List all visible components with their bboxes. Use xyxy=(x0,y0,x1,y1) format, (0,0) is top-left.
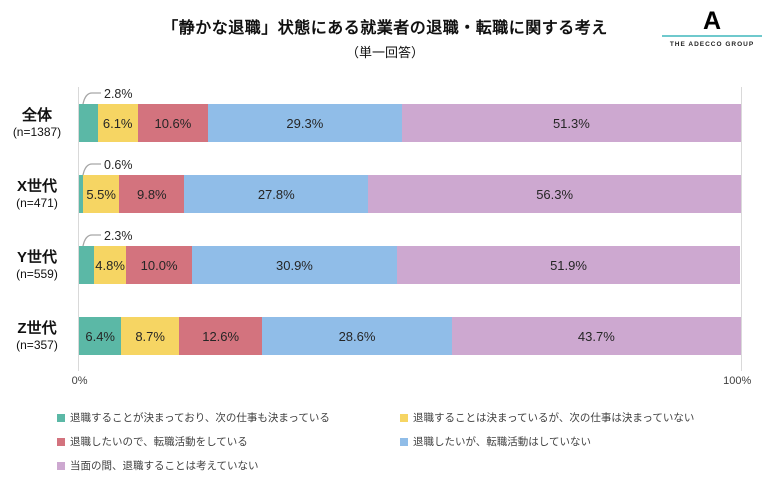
plot-area: 全体 (n=1387) 6.1% 10.6% 29.3% 51.3% 2.8% X世代 (n=4… xyxy=(13,87,742,371)
stacked-bar: 6.4% 8.7% 12.6% 28.6% 43.7% xyxy=(79,317,741,355)
bar-segment xyxy=(79,104,98,142)
bar-segment: 51.3% xyxy=(401,104,742,142)
legend-swatch xyxy=(400,438,408,446)
bar-segment: 28.6% xyxy=(262,317,452,355)
bar-segment: 6.1% xyxy=(97,104,138,142)
bar-segment: 43.7% xyxy=(451,317,741,355)
bar-segment: 12.6% xyxy=(178,317,263,355)
logo-wordmark: THE ADECCO GROUP xyxy=(669,41,755,48)
chart-subtitle: （単一回答） xyxy=(345,45,424,60)
legend-swatch xyxy=(57,414,65,422)
bar-segment: 10.6% xyxy=(137,104,208,142)
bar-segment xyxy=(79,175,83,213)
adecco-a-icon: A xyxy=(702,7,722,35)
legend-item: 退職することが決まっており、次の仕事も決まっている xyxy=(57,411,400,425)
bar-segment: 51.9% xyxy=(396,246,741,284)
adecco-logo: A THE ADECCO GROUP xyxy=(662,8,762,48)
category-n: (n=559) xyxy=(16,266,58,281)
bar-segment xyxy=(79,246,95,284)
legend-item: 退職したいので、転職活動をしている xyxy=(57,435,400,449)
category-label: Z世代 (n=357) xyxy=(0,314,74,358)
bar-row: Z世代 (n=357) 6.4% 8.7% 12.6% 28.6% 43.7% xyxy=(16,300,741,371)
bar-row: X世代 (n=471) 5.5% 9.8% 27.8% 56.3% 0.6% xyxy=(16,158,741,229)
callout-leader-line xyxy=(82,234,101,246)
bar-segment: 4.8% xyxy=(94,246,126,284)
bar-segment: 56.3% xyxy=(368,175,741,213)
category-label: Y世代 (n=559) xyxy=(0,243,74,287)
legend-swatch xyxy=(400,414,408,422)
legend-label: 当面の間、退職することは考えていない xyxy=(70,460,259,472)
x-axis-max-label: 100% xyxy=(723,375,752,387)
category-n: (n=357) xyxy=(16,337,58,352)
callout-value: 2.8% xyxy=(104,87,133,101)
legend-label: 退職することが決まっており、次の仕事も決まっている xyxy=(70,412,330,424)
category-name: Z世代 xyxy=(17,319,57,337)
bar-row: Y世代 (n=559) 4.8% 10.0% 30.9% 51.9% 2.3% xyxy=(16,229,741,300)
bar-row: 全体 (n=1387) 6.1% 10.6% 29.3% 51.3% 2.8% xyxy=(13,87,742,158)
bar-segment: 29.3% xyxy=(207,104,402,142)
legend: 退職することが決まっており、次の仕事も決まっている 退職することは決まっているが、… xyxy=(57,411,755,473)
bar-segment: 27.8% xyxy=(184,175,369,213)
legend-swatch xyxy=(57,462,65,470)
callout-value: 0.6% xyxy=(104,158,133,172)
category-label: 全体 (n=1387) xyxy=(0,101,74,145)
legend-label: 退職したいので、転職活動をしている xyxy=(70,436,248,448)
category-n: (n=1387) xyxy=(12,124,62,139)
logo-divider-line xyxy=(662,35,762,37)
bar-segment: 8.7% xyxy=(121,317,179,355)
stacked-bar-chart: 全体 (n=1387) 6.1% 10.6% 29.3% 51.3% 2.8% X世代 (n=4… xyxy=(0,87,770,393)
category-name: 全体 xyxy=(21,106,52,124)
legend-item: 当面の間、退職することは考えていない xyxy=(57,459,400,473)
legend-label: 退職したいが、転職活動はしていない xyxy=(413,436,591,448)
bar-segment: 5.5% xyxy=(82,175,120,213)
legend-item: 退職したいが、転職活動はしていない xyxy=(400,435,755,449)
x-axis: 0% 100% xyxy=(72,375,752,393)
legend-swatch xyxy=(57,438,65,446)
chart-title: 「静かな退職」状態にある就業者の退職・転職に関する考え xyxy=(162,20,608,37)
bar-segment: 9.8% xyxy=(119,175,185,213)
bar-segment: 10.0% xyxy=(125,246,193,284)
callout-value: 2.3% xyxy=(104,229,133,243)
x-axis-min-label: 0% xyxy=(71,375,88,387)
category-name: Y世代 xyxy=(16,248,57,266)
bar-segment: 30.9% xyxy=(192,246,397,284)
category-n: (n=471) xyxy=(16,195,58,210)
callout-leader-line xyxy=(82,163,101,175)
category-name: X世代 xyxy=(16,177,57,195)
bar-segment: 6.4% xyxy=(79,317,122,355)
legend-item: 退職することは決まっているが、次の仕事は決まっていない xyxy=(400,411,755,425)
category-label: X世代 (n=471) xyxy=(0,172,74,216)
stacked-bar: 6.1% 10.6% 29.3% 51.3% xyxy=(79,104,742,142)
stacked-bar: 5.5% 9.8% 27.8% 56.3% xyxy=(79,175,741,213)
stacked-bar: 4.8% 10.0% 30.9% 51.9% xyxy=(79,246,741,284)
callout-leader-line xyxy=(82,92,101,104)
legend-label: 退職することは決まっているが、次の仕事は決まっていない xyxy=(413,412,695,424)
